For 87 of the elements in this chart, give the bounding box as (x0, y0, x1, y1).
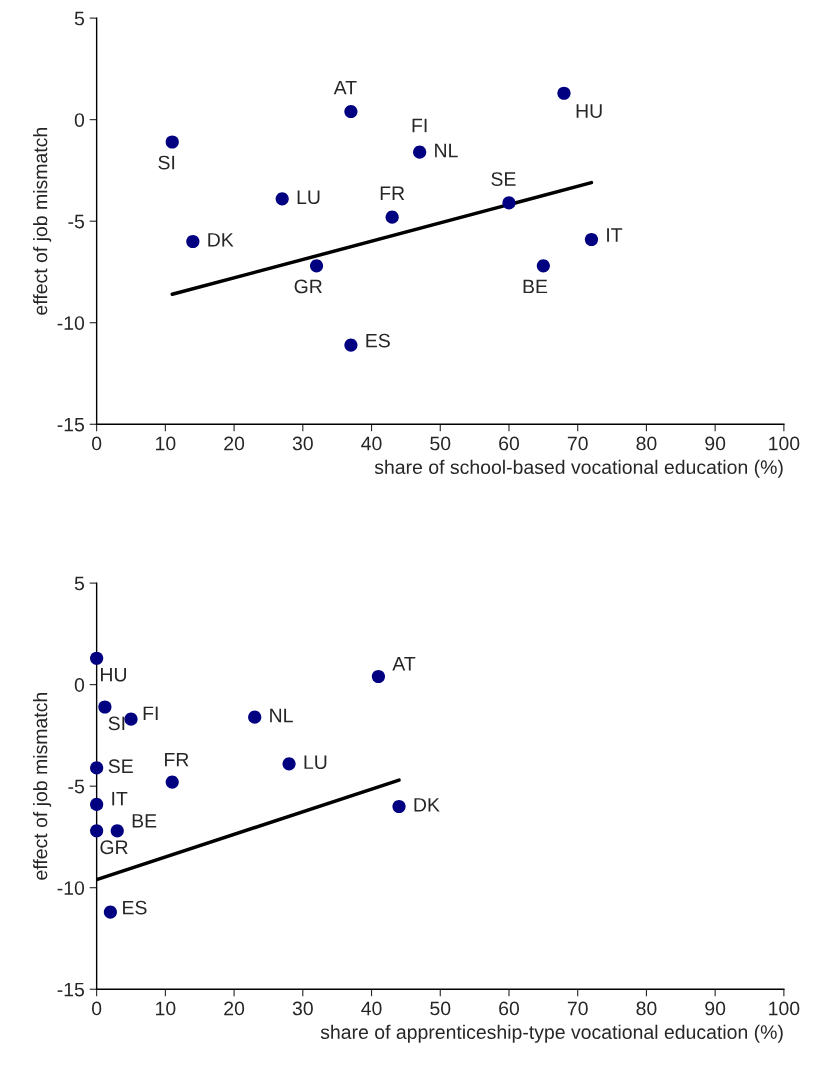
annotation: SI (158, 155, 175, 170)
annotation: AT (333, 80, 357, 95)
annotation: NL (435, 143, 458, 158)
point (536, 259, 550, 273)
point (371, 669, 385, 684)
x-tick-label: 100 (769, 436, 800, 451)
point (392, 799, 406, 814)
x-tick-label: 70 (567, 1001, 588, 1016)
y-tick-label: -15 (57, 417, 85, 432)
x-tick-label: 0 (92, 1001, 102, 1016)
point (584, 232, 599, 247)
point (385, 210, 399, 224)
y-tick-label: 5 (74, 11, 85, 26)
x-tick-label: 40 (361, 1001, 382, 1016)
point (165, 775, 179, 789)
annotation: ES (366, 333, 390, 348)
y-tick-label: 5 (74, 576, 85, 591)
annotation: DK (414, 798, 440, 812)
point (90, 761, 104, 775)
point (248, 710, 262, 724)
annotation: SE (491, 172, 516, 186)
annotation: ES (123, 900, 147, 915)
x-tick-label: 30 (292, 1001, 313, 1016)
annotation: FR (380, 186, 405, 200)
annotation: FI (412, 118, 427, 133)
point (413, 145, 427, 159)
y-tick-label: 0 (74, 113, 85, 127)
point (282, 757, 296, 771)
annotation: SE (108, 759, 133, 774)
y-tick-label: -5 (68, 779, 85, 794)
point (124, 712, 138, 726)
annotation: AT (392, 657, 416, 671)
annotation: IT (112, 791, 128, 806)
annotation: HU (576, 104, 602, 118)
point (110, 824, 124, 838)
x-tick-label: 60 (499, 1001, 520, 1016)
x-tick-label: 10 (156, 1001, 176, 1016)
point (90, 797, 104, 812)
annotation: FR (165, 752, 189, 767)
x-tick-label: 90 (705, 436, 726, 451)
x-tick-label: 100 (769, 1001, 800, 1016)
x-tick-label: 90 (705, 1001, 726, 1016)
annotation: FI (143, 706, 158, 721)
y-tick-label: -10 (57, 881, 85, 895)
annotation: LU (304, 755, 327, 770)
x-tick-label: 80 (636, 436, 657, 451)
point (165, 135, 179, 149)
point (90, 651, 104, 665)
point (90, 824, 104, 838)
x-tick-label: 50 (430, 1001, 451, 1016)
x-tick-label: 80 (636, 1001, 657, 1016)
point (502, 196, 516, 210)
x-tick-label: 50 (430, 436, 451, 451)
annotation: GR (100, 840, 128, 855)
annotation: GR (294, 279, 322, 294)
y-tick-label: 0 (74, 678, 85, 692)
x-tick-label: 10 (156, 436, 176, 451)
x-tick-label: 40 (361, 436, 382, 451)
annotation: HU (101, 667, 126, 682)
annotation: BE (523, 279, 548, 294)
x-tick-label: 70 (567, 436, 588, 451)
annotation: BE (132, 814, 157, 828)
annotation: IT (607, 228, 623, 242)
point (103, 905, 117, 919)
point (275, 192, 289, 206)
point (309, 259, 324, 273)
x-tick-label: 20 (224, 1001, 245, 1016)
x-tick-label: 60 (499, 436, 520, 451)
x-axis-title: share of apprenticeship-type vocational education (%) (320, 1024, 783, 1043)
x-axis-title: share of school-based vocational education (%) (374, 459, 783, 478)
point (98, 700, 112, 714)
annotation: LU (297, 190, 320, 205)
y-tick-label: -5 (68, 214, 85, 229)
annotation: DK (208, 233, 234, 247)
x-tick-label: 20 (224, 436, 245, 451)
x-tick-label: 0 (92, 436, 102, 451)
annotation: NL (270, 708, 293, 723)
y-axis-title: effect of job mismatch (33, 128, 52, 315)
x-tick-label: 30 (292, 436, 313, 451)
y-axis-title: effect of job mismatch (33, 693, 52, 880)
point (186, 234, 200, 249)
point (344, 338, 358, 352)
y-tick-label: -15 (57, 982, 85, 997)
y-tick-label: -10 (57, 316, 85, 330)
annotation: SI (108, 716, 125, 731)
point (344, 104, 358, 119)
point (557, 86, 571, 100)
